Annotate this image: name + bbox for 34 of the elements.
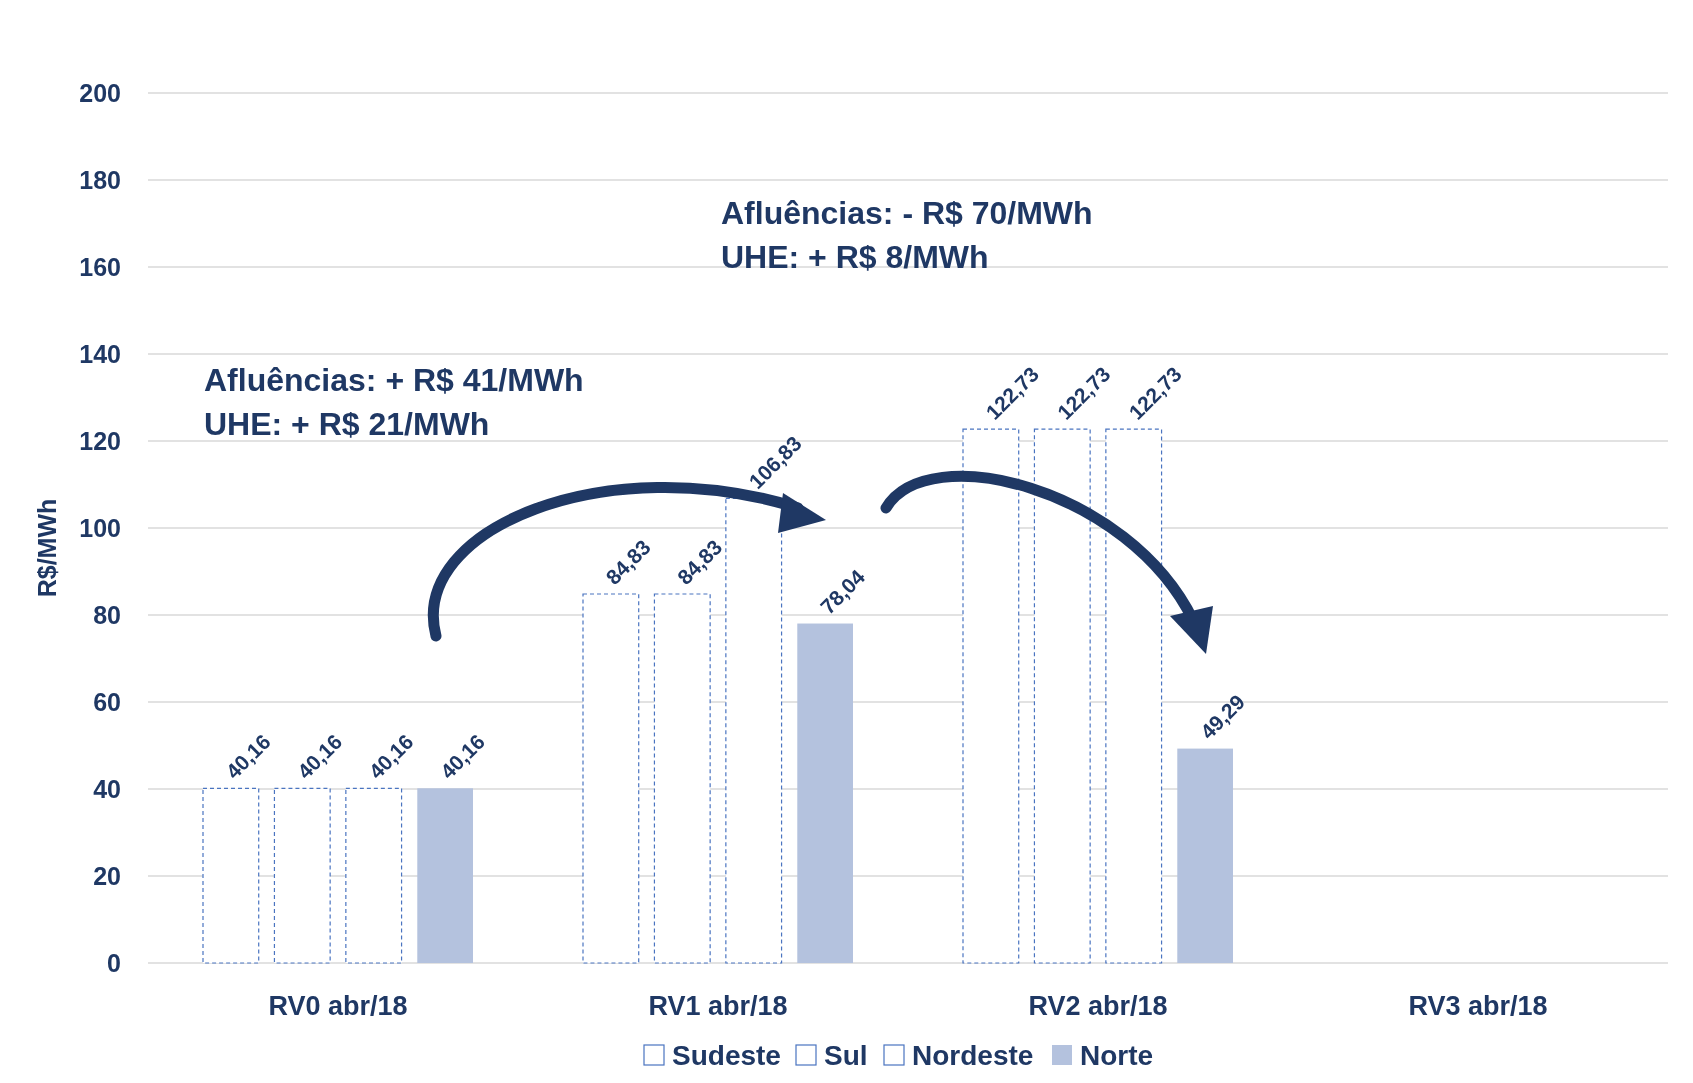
x-tick-label: RV3 abr/18 <box>1408 991 1548 1022</box>
bar <box>582 593 640 964</box>
y-axis-title: R$/MWh <box>33 498 61 598</box>
y-tick-label: 140 <box>79 339 121 368</box>
bar <box>345 787 403 964</box>
legend-label: Sul <box>824 1039 868 1071</box>
bar <box>273 787 331 964</box>
legend-label: Sudeste <box>672 1039 781 1071</box>
y-tick-label: 80 <box>93 600 121 629</box>
bar <box>653 593 711 964</box>
annotation: Afluências: + R$ 41/MWh UHE: + R$ 21/MWh <box>204 362 584 442</box>
y-tick-label: 20 <box>93 861 121 890</box>
bar <box>1177 748 1233 963</box>
y-tick-label: 0 <box>107 948 121 977</box>
bar <box>417 788 473 963</box>
annotation: Afluências: - R$ 70/MWh UHE: + R$ 8/MWh <box>721 195 1093 275</box>
bar <box>202 787 260 964</box>
bar <box>797 623 853 963</box>
bar <box>962 428 1020 964</box>
bar <box>1033 428 1091 964</box>
y-tick-label: 160 <box>79 252 121 281</box>
legend-label: Norte <box>1080 1039 1154 1071</box>
y-tick-label: 100 <box>79 513 121 542</box>
bar <box>725 497 783 964</box>
x-tick-label: RV1 abr/18 <box>648 991 788 1022</box>
y-tick-label: 200 <box>79 78 121 107</box>
bar <box>1105 428 1163 964</box>
y-tick-label: 120 <box>79 426 121 455</box>
y-tick-label: 60 <box>93 687 121 716</box>
legend-label: Nordeste <box>912 1039 1034 1071</box>
y-tick-label: 180 <box>79 165 121 194</box>
x-tick-label: RV0 abr/18 <box>268 991 408 1022</box>
y-tick-label: 40 <box>93 774 121 803</box>
x-tick-label: RV2 abr/18 <box>1028 991 1168 1022</box>
